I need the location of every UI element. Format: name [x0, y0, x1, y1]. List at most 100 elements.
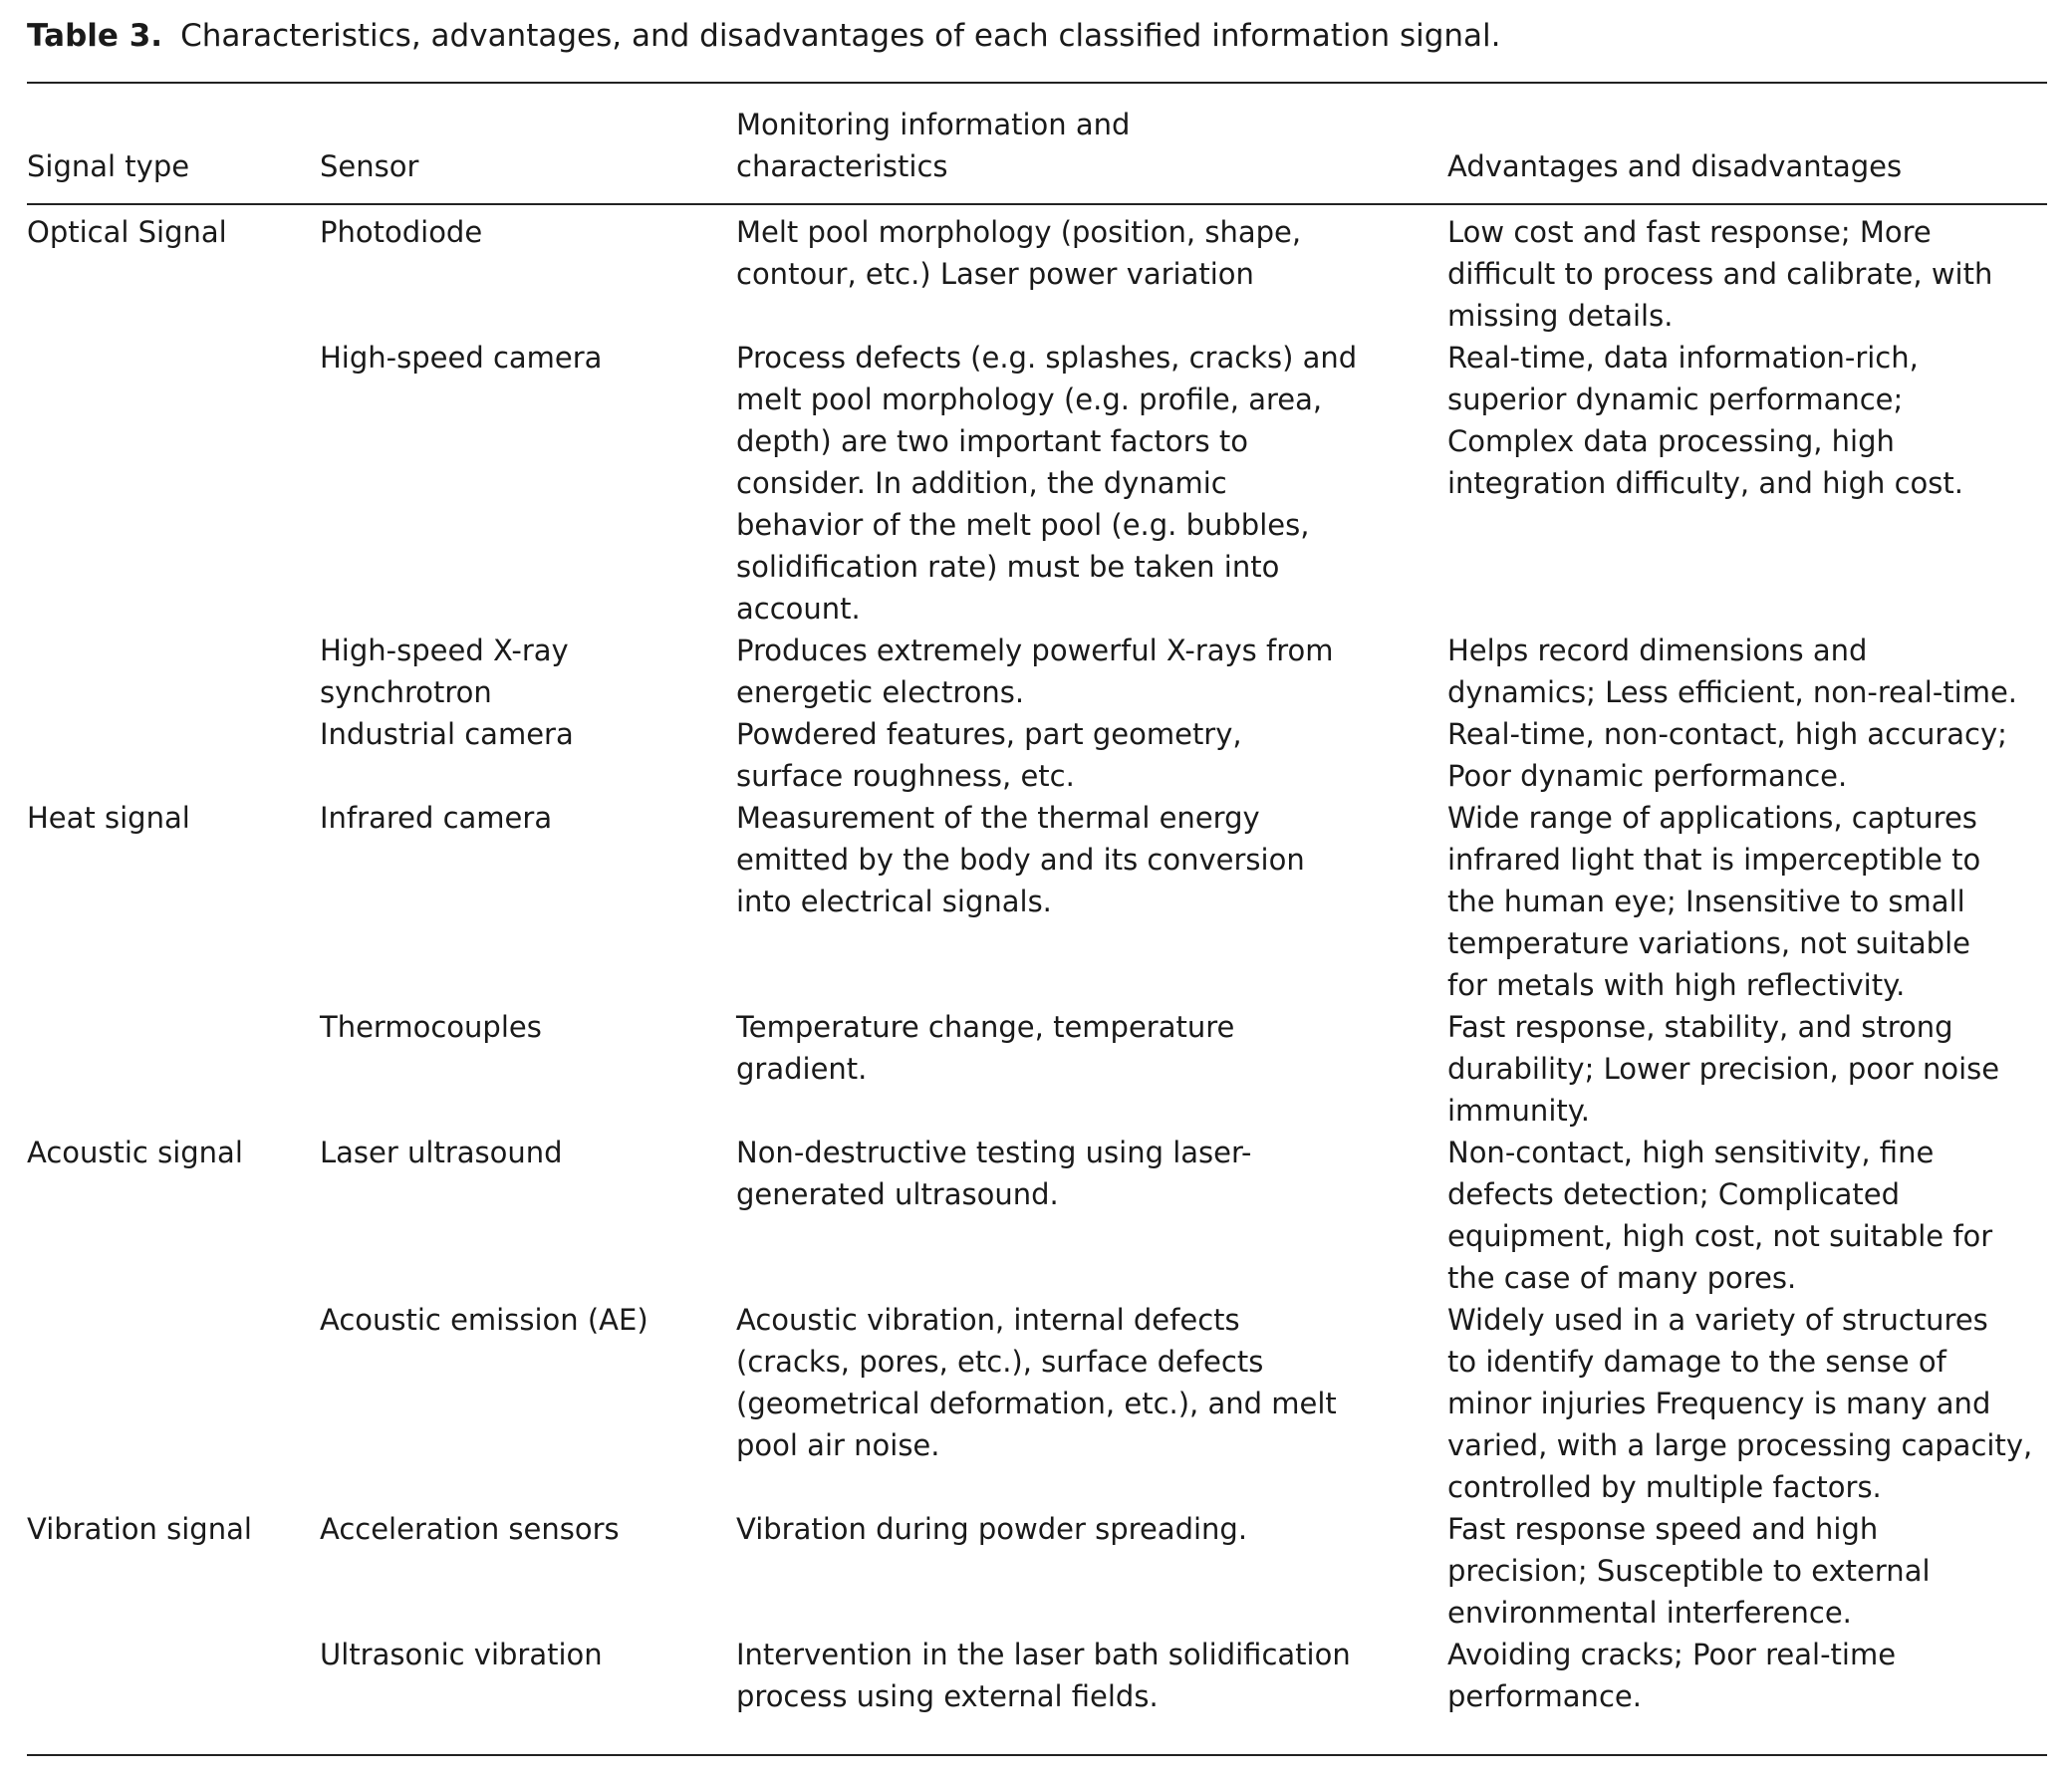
advantages-line: to identify damage to the sense of: [1447, 1345, 1946, 1379]
table-row: Heat signal Infrared camera Measurement of…: [27, 797, 2047, 1006]
header-rule: [27, 203, 2047, 205]
advantages-line: Non-contact, high sensitivity, fine: [1447, 1136, 1935, 1169]
sensor: High-speed camera: [320, 337, 736, 630]
table-row: Optical Signal Photodiode Melt pool morpho…: [27, 211, 2047, 337]
info-line: generated ultrasound.: [736, 1177, 1059, 1211]
advantages-line: Avoiding cracks; Poor real-time: [1447, 1638, 1897, 1671]
advantages-line: Real-time, non-contact, high accuracy;: [1447, 717, 2007, 751]
info-line: Produces extremely powerful X-rays from: [736, 634, 1334, 667]
caption: Table 3. Characteristics, advantages, and…: [27, 18, 1501, 54]
signal-type: Optical Signal: [27, 211, 320, 337]
info-line: (geometrical deformation, etc.), and mel…: [736, 1387, 1337, 1420]
advantages-line: Low cost and fast response; More: [1447, 215, 1932, 249]
signal-type: [27, 630, 320, 713]
sensor-line: High-speed X-ray: [320, 634, 569, 667]
signal-type-line: Heat signal: [27, 801, 190, 835]
signal-type: [27, 1634, 320, 1717]
info: Powdered features, part geometry, surface…: [736, 713, 1447, 797]
signal-type: Vibration signal: [27, 1508, 320, 1634]
advantages: Avoiding cracks; Poor real-time performan…: [1447, 1634, 2047, 1717]
advantages: Wide range of applications, captures infr…: [1447, 797, 2047, 1006]
advantages-line: precision; Susceptible to external: [1447, 1554, 1931, 1588]
advantages-line: durability; Lower precision, poor noise: [1447, 1052, 2000, 1086]
info-line: Non-destructive testing using laser-: [736, 1136, 1252, 1169]
table-row: Industrial camera Powdered features, part…: [27, 713, 2047, 797]
sensor-line: Acoustic emission (AE): [320, 1303, 648, 1337]
info: Melt pool morphology (position, shape, co…: [736, 211, 1447, 337]
sensor-line: Infrared camera: [320, 801, 553, 835]
info-line: energetic electrons.: [736, 675, 1025, 709]
header-cell-line: Sensor: [320, 149, 419, 183]
info: Intervention in the laser bath solidific…: [736, 1634, 1447, 1717]
header-cell: Sensor: [320, 145, 736, 187]
advantages-line: minor injuries Frequency is many and: [1447, 1387, 1991, 1420]
advantages-line: Wide range of applications, captures: [1447, 801, 1977, 835]
advantages: Non-contact, high sensitivity, fine defec…: [1447, 1132, 2047, 1299]
caption-label: Table 3.: [27, 18, 163, 54]
top-rule: [27, 82, 2047, 84]
sensor: Ultrasonic vibration: [320, 1634, 736, 1717]
header-cell: Monitoring information and characteristic…: [736, 104, 1447, 187]
info-line: melt pool morphology (e.g. profile, area…: [736, 382, 1323, 416]
caption-text: Characteristics, advantages, and disadva…: [180, 18, 1501, 54]
advantages-line: the human eye; Insensitive to small: [1447, 885, 1965, 918]
signal-type: [27, 337, 320, 630]
advantages-line: difficult to process and calibrate, with: [1447, 257, 1993, 291]
advantages-line: the case of many pores.: [1447, 1261, 1797, 1295]
sensor: Infrared camera: [320, 797, 736, 1006]
info-line: process using external fields.: [736, 1679, 1159, 1713]
info-line: contour, etc.) Laser power variation: [736, 257, 1254, 291]
advantages: Fast response, stability, and strong dura…: [1447, 1006, 2047, 1132]
info-line: surface roughness, etc.: [736, 759, 1075, 793]
advantages-line: missing details.: [1447, 299, 1674, 333]
sensor: Thermocouples: [320, 1006, 736, 1132]
advantages-line: Helps record dimensions and: [1447, 634, 1868, 667]
info-line: Process defects (e.g. splashes, cracks) …: [736, 341, 1358, 375]
sensor: Photodiode: [320, 211, 736, 337]
info-line: Vibration during powder spreading.: [736, 1512, 1248, 1546]
info: Produces extremely powerful X-rays from e…: [736, 630, 1447, 713]
advantages: Low cost and fast response; More difficul…: [1447, 211, 2047, 337]
sensor-line: Industrial camera: [320, 717, 574, 751]
signal-type-line: Optical Signal: [27, 215, 227, 249]
table-row: Acoustic emission (AE) Acoustic vibration…: [27, 1299, 2047, 1508]
signal-type: [27, 1299, 320, 1508]
info-line: emitted by the body and its conversion: [736, 843, 1305, 877]
advantages: Helps record dimensions and dynamics; Les…: [1447, 630, 2047, 713]
info-line: account.: [736, 592, 861, 626]
sensor: Acoustic emission (AE): [320, 1299, 736, 1508]
advantages: Real-time, data information-rich, superio…: [1447, 337, 2047, 630]
signal-type: [27, 713, 320, 797]
table-row: High-speed camera Process defects (e.g. s…: [27, 337, 2047, 630]
info-line: Powdered features, part geometry,: [736, 717, 1242, 751]
advantages-line: integration difficulty, and high cost.: [1447, 466, 1963, 500]
header-cell: Advantages and disadvantages: [1447, 145, 2047, 187]
table-row: Thermocouples Temperature change, tempera…: [27, 1006, 2047, 1132]
advantages-line: Complex data processing, high: [1447, 424, 1895, 458]
info-line: Temperature change, temperature: [736, 1010, 1235, 1044]
info: Temperature change, temperature gradient.: [736, 1006, 1447, 1132]
signal-type: Acoustic signal: [27, 1132, 320, 1299]
advantages-line: defects detection; Complicated: [1447, 1177, 1900, 1211]
info-line: consider. In addition, the dynamic: [736, 466, 1227, 500]
sensor-line: High-speed camera: [320, 341, 603, 375]
info-line: depth) are two important factors to: [736, 424, 1248, 458]
advantages-line: Fast response speed and high: [1447, 1512, 1879, 1546]
info-line: behavior of the melt pool (e.g. bubbles,: [736, 508, 1310, 542]
advantages-line: environmental interference.: [1447, 1596, 1852, 1630]
info: Acoustic vibration, internal defects (cra…: [736, 1299, 1447, 1508]
sensor-line: Acceleration sensors: [320, 1512, 620, 1546]
sensor-line: Laser ultrasound: [320, 1136, 563, 1169]
header-cell: Signal type: [27, 145, 320, 187]
sensor: High-speed X-ray synchrotron: [320, 630, 736, 713]
sensor-line: Thermocouples: [320, 1010, 542, 1044]
header-cell-line: Monitoring information and: [736, 108, 1131, 141]
table-row: Acoustic signal Laser ultrasound Non-destr…: [27, 1132, 2047, 1299]
info-line: Measurement of the thermal energy: [736, 801, 1260, 835]
signal-type-line: Acoustic signal: [27, 1136, 243, 1169]
info-line: Acoustic vibration, internal defects: [736, 1303, 1240, 1337]
table-row: Ultrasonic vibration Intervention in the …: [27, 1634, 2047, 1717]
info-line: (cracks, pores, etc.), surface defects: [736, 1345, 1264, 1379]
info: Non-destructive testing using laser-gene…: [736, 1132, 1447, 1299]
